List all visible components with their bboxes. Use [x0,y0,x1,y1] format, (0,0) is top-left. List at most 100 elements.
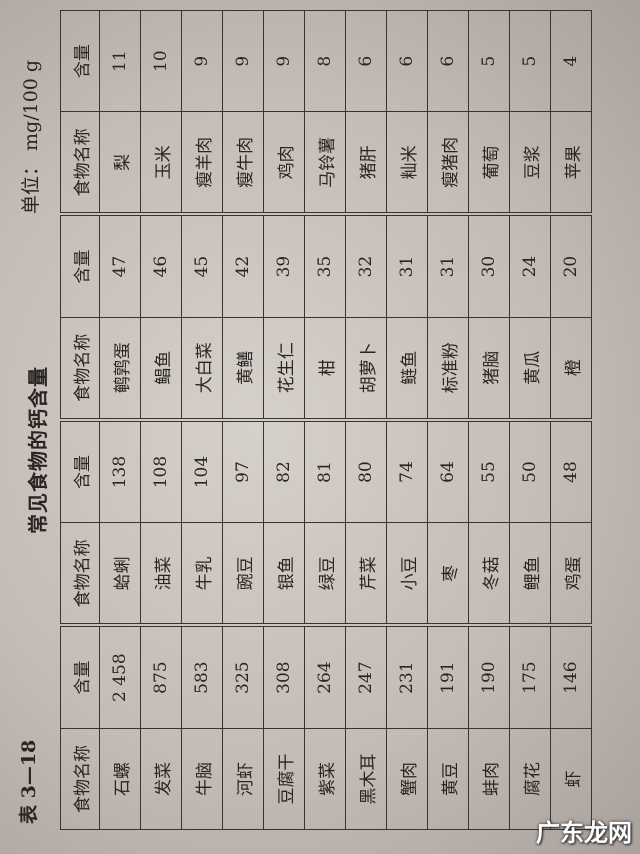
amount-cell: 231 [386,625,428,729]
header-food-name: 食物名称 [60,111,100,215]
table-row: 黑木耳 247 芹菜 80 胡萝卜 32 猪肝 6 [345,10,387,830]
food-name-cell: 蛤蜊 [99,522,141,626]
amount-cell: 82 [263,419,305,523]
amount-cell: 24 [509,214,551,318]
amount-cell: 97 [222,419,264,523]
amount-cell: 190 [468,625,510,729]
food-name-cell: 鲢鱼 [386,317,428,420]
table-row: 豆腐干 308 银鱼 82 花生仁 39 鸡肉 9 [263,10,305,830]
amount-cell: 74 [386,419,428,523]
amount-cell: 48 [550,419,592,523]
food-name-cell: 梨 [99,111,141,215]
amount-cell: 325 [222,625,264,729]
food-name-cell: 黄豆 [427,728,469,830]
amount-cell: 11 [99,10,141,112]
amount-cell: 175 [509,625,551,729]
table-caption: 表 3—18 [18,739,40,824]
food-name-cell: 瘦猪肉 [427,111,469,215]
food-name-cell: 豌豆 [222,522,264,626]
food-name-cell: 绿豆 [304,522,346,626]
header-amount: 含量 [60,214,100,318]
amount-cell: 20 [550,214,592,318]
amount-cell: 31 [386,214,428,318]
amount-cell: 30 [468,214,510,318]
header-amount: 含量 [60,625,100,729]
amount-cell: 31 [427,214,469,318]
amount-cell: 81 [304,419,346,523]
food-name-cell: 蟹肉 [386,728,428,830]
food-name-cell: 猪脑 [468,317,510,420]
amount-cell: 64 [427,419,469,523]
food-name-cell: 鲳鱼 [140,317,182,420]
amount-cell: 264 [304,625,346,729]
food-name-cell: 瘦牛肉 [222,111,264,215]
amount-cell: 4 [550,10,592,112]
food-name-cell: 冬菇 [468,522,510,626]
food-name-cell: 鸡肉 [263,111,305,215]
header-row: 食物名称 含量 食物名称 含量 食物名称 含量 食物名称 含量 [60,10,100,830]
food-name-cell: 鲤鱼 [509,522,551,626]
amount-cell: 8 [304,10,346,112]
food-name-cell: 芹菜 [345,522,387,626]
amount-cell: 108 [140,419,182,523]
amount-cell: 146 [550,625,592,729]
unit-label: 单位： mg/100 g [20,59,42,214]
header-food-name: 食物名称 [60,522,100,626]
food-name-cell: 马铃薯 [304,111,346,215]
food-name-cell: 石螺 [99,728,141,830]
amount-cell: 42 [222,214,264,318]
amount-cell: 32 [345,214,387,318]
table-row: 蚌肉 190 冬菇 55 猪脑 30 葡萄 5 [468,10,510,830]
food-name-cell: 蚌肉 [468,728,510,830]
food-name-cell: 枣 [427,522,469,626]
table-row: 河虾 325 豌豆 97 黄鳝 42 瘦牛肉 9 [222,10,264,830]
table-row: 腐花 175 鲤鱼 50 黄瓜 24 豆浆 5 [509,10,551,830]
food-name-cell: 猪肝 [345,111,387,215]
table-row: 紫菜 264 绿豆 81 柑 35 马铃薯 8 [304,10,346,830]
food-name-cell: 银鱼 [263,522,305,626]
amount-cell: 6 [345,10,387,112]
food-name-cell: 瘦羊肉 [181,111,223,215]
table-row: 石螺 2 458 蛤蜊 138 鹌鹑蛋 47 梨 11 [99,10,141,830]
watermark: 广东龙网 [536,819,632,847]
amount-cell: 2 458 [99,625,141,729]
amount-cell: 6 [386,10,428,112]
food-name-cell: 花生仁 [263,317,305,420]
food-name-cell: 苹果 [550,111,592,215]
amount-cell: 45 [181,214,223,318]
food-name-cell: 标准粉 [427,317,469,420]
amount-cell: 5 [468,10,510,112]
amount-cell: 308 [263,625,305,729]
amount-cell: 138 [99,419,141,523]
food-name-cell: 豆腐干 [263,728,305,830]
amount-cell: 35 [304,214,346,318]
amount-cell: 5 [509,10,551,112]
food-name-cell: 牛脑 [181,728,223,830]
amount-cell: 80 [345,419,387,523]
food-name-cell: 黄鳝 [222,317,264,420]
amount-cell: 6 [427,10,469,112]
header-amount: 含量 [60,419,100,523]
amount-cell: 55 [468,419,510,523]
amount-cell: 9 [222,10,264,112]
food-name-cell: 小豆 [386,522,428,626]
amount-cell: 247 [345,625,387,729]
food-name-cell: 鸡蛋 [550,522,592,626]
table-title: 常见食物的钙含量 [26,366,50,534]
food-name-cell: 黄瓜 [509,317,551,420]
calcium-table: 食物名称 含量 食物名称 含量 食物名称 含量 食物名称 含量 石螺 2 458 蛤蜊 138 鹌鹑蛋… [60,10,592,830]
amount-cell: 50 [509,419,551,523]
amount-cell: 47 [99,214,141,318]
food-name-cell: 玉米 [140,111,182,215]
table-row: 发菜 875 油菜 108 鲳鱼 46 玉米 10 [140,10,182,830]
amount-cell: 46 [140,214,182,318]
food-name-cell: 籼米 [386,111,428,215]
table-row: 蟹肉 231 小豆 74 鲢鱼 31 籼米 6 [386,10,428,830]
amount-cell: 875 [140,625,182,729]
amount-cell: 104 [181,419,223,523]
amount-cell: 10 [140,10,182,112]
food-name-cell: 柑 [304,317,346,420]
food-name-cell: 豆浆 [509,111,551,215]
amount-cell: 39 [263,214,305,318]
